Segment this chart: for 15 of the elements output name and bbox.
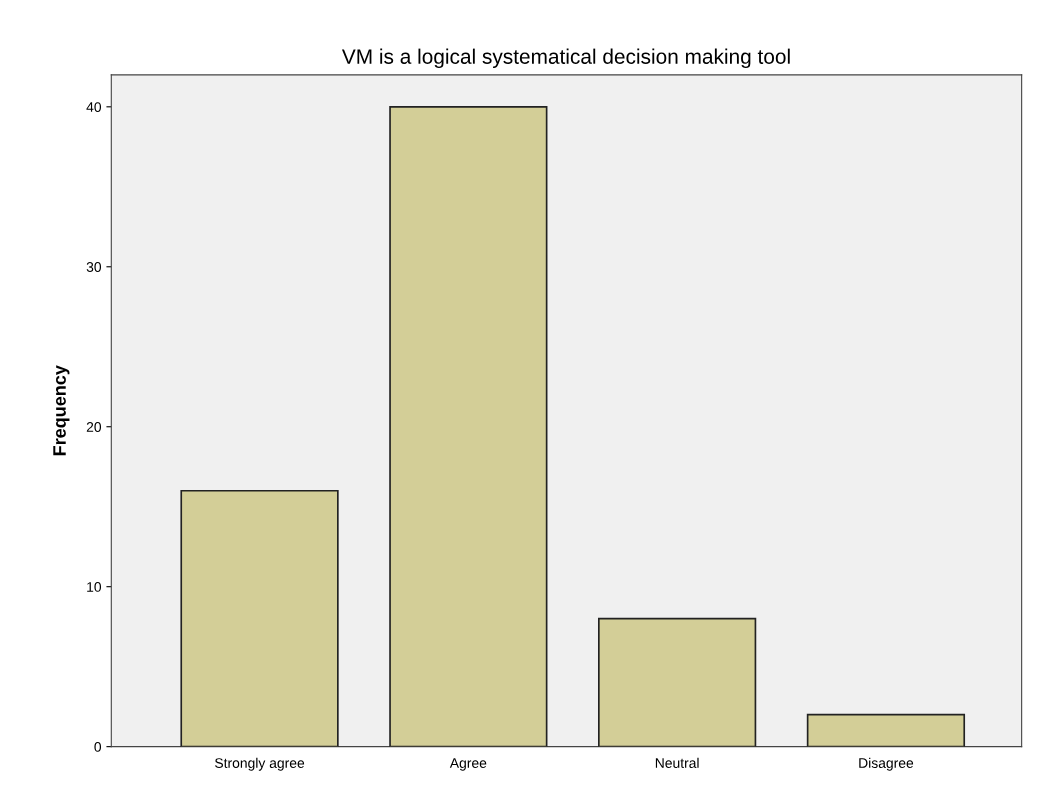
bar bbox=[598, 617, 757, 747]
x-tick-label: Strongly agree bbox=[215, 757, 305, 771]
bar bbox=[389, 105, 548, 747]
x-tick-label: Disagree bbox=[859, 757, 914, 771]
y-tick-label: 10 bbox=[87, 582, 102, 592]
x-tick-label: Agree bbox=[449, 758, 487, 771]
y-tick-label: 40 bbox=[86, 102, 102, 112]
y-tick-label: 20 bbox=[86, 422, 102, 432]
bar bbox=[180, 489, 339, 747]
chart-title: VM is a logical systematical decision making tool bbox=[341, 48, 790, 69]
y-tick-label: 30 bbox=[86, 262, 102, 272]
x-tick-label: Neutral bbox=[655, 757, 699, 768]
y-tick-label: 0 bbox=[94, 741, 102, 752]
y-axis-title: Frequency bbox=[53, 365, 70, 456]
bar bbox=[806, 713, 966, 747]
